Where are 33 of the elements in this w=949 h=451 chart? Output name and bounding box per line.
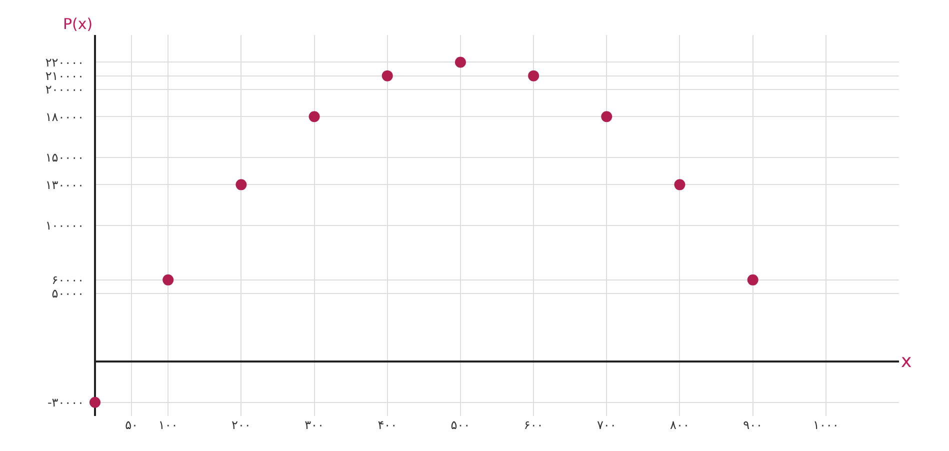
point bbox=[308, 111, 320, 122]
x-tick-label: ۵۰۰ bbox=[450, 418, 470, 432]
x-tick-label: ۹۰۰ bbox=[743, 418, 762, 432]
y-axis-title: P(x) bbox=[63, 15, 93, 33]
y-tick-label: -۳۰۰۰۰ bbox=[47, 396, 84, 410]
point bbox=[747, 274, 758, 286]
y-tick-label: ۲۰۰۰۰۰ bbox=[45, 82, 84, 97]
x-tick-label: ۲۰۰ bbox=[232, 418, 251, 432]
x-tick-label: ۷۰۰ bbox=[596, 418, 616, 432]
y-tick-label: ۵۰۰۰۰ bbox=[52, 286, 84, 301]
y-tick-label: ۱۸۰۰۰۰ bbox=[45, 110, 84, 124]
y-tick-label: ۲۱۰۰۰۰ bbox=[45, 69, 84, 84]
x-tick-label: ۱۰۰۰ bbox=[813, 418, 839, 432]
x-tick-label: ۴۰۰ bbox=[378, 418, 398, 432]
x-tick-label: ۳۰۰ bbox=[304, 418, 324, 432]
point bbox=[674, 179, 686, 190]
point bbox=[454, 56, 466, 68]
x-tick-label: ۸۰۰ bbox=[670, 418, 690, 432]
point bbox=[601, 111, 612, 122]
point bbox=[162, 274, 174, 286]
y-tick-label: ۱۵۰۰۰۰ bbox=[45, 150, 84, 165]
y-tick-label: ۶۰۰۰۰ bbox=[52, 273, 84, 288]
point bbox=[236, 179, 247, 190]
point bbox=[382, 70, 393, 82]
x-tick-label: ۱۰۰ bbox=[158, 418, 178, 432]
y-tick-label: ۱۰۰۰۰۰ bbox=[45, 218, 84, 233]
y-tick-label: ۲۲۰۰۰۰ bbox=[45, 55, 84, 70]
y-tick-label: ۱۳۰۰۰۰ bbox=[45, 178, 84, 192]
point bbox=[528, 70, 540, 82]
x-tick-label: ۶۰۰ bbox=[524, 418, 544, 432]
x-axis-title: x bbox=[901, 351, 912, 372]
point bbox=[90, 396, 100, 408]
x-tick-label: ۵۰ bbox=[125, 418, 138, 432]
